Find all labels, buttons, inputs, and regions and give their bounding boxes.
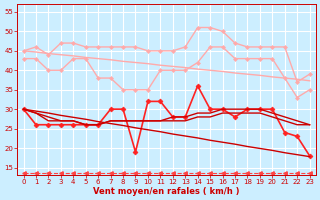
X-axis label: Vent moyen/en rafales ( km/h ): Vent moyen/en rafales ( km/h ) [93,187,240,196]
